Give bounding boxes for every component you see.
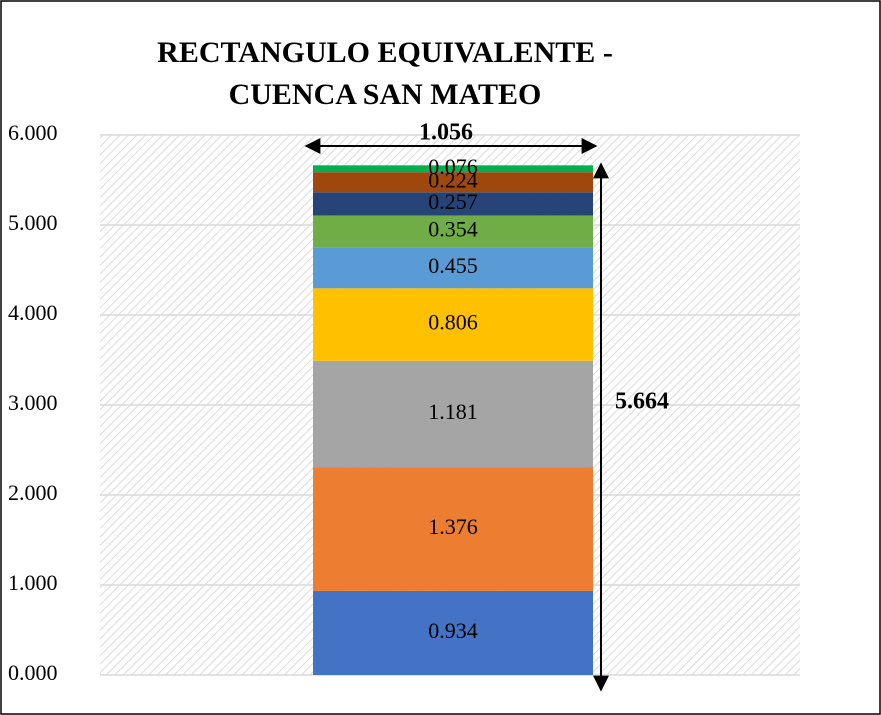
y-tick-label: 2.000 bbox=[8, 480, 58, 505]
y-tick-label: 6.000 bbox=[8, 120, 58, 145]
y-tick-label: 0.000 bbox=[8, 660, 58, 685]
data-label: 0.257 bbox=[428, 189, 478, 214]
bar-segment bbox=[313, 467, 593, 591]
y-tick-label: 1.000 bbox=[8, 570, 58, 595]
chart-title: RECTANGULO EQUIVALENTE - bbox=[157, 36, 613, 69]
data-label: 0.455 bbox=[428, 253, 478, 278]
y-tick-label: 5.000 bbox=[8, 210, 58, 235]
bar-segment bbox=[313, 172, 593, 193]
bar-segment bbox=[313, 215, 593, 248]
bar-segment bbox=[313, 165, 593, 173]
chart-title: CUENCA SAN MATEO bbox=[229, 78, 542, 111]
data-label: 0.076 bbox=[428, 154, 478, 179]
data-label: 0.354 bbox=[428, 216, 478, 241]
data-label: 0.806 bbox=[428, 310, 478, 335]
y-tick-label: 4.000 bbox=[8, 300, 58, 325]
bar-segment bbox=[313, 288, 593, 361]
bar-segment bbox=[313, 192, 593, 216]
y-tick-label: 3.000 bbox=[8, 390, 58, 415]
height-annotation: 5.664 bbox=[615, 389, 669, 415]
bar-segment bbox=[313, 360, 593, 468]
bar-segment bbox=[313, 590, 593, 675]
width-annotation: 1.056 bbox=[419, 120, 473, 146]
data-label: 0.934 bbox=[428, 618, 478, 643]
bar-segment bbox=[313, 247, 593, 289]
data-label: 1.376 bbox=[428, 514, 478, 539]
data-label: 1.181 bbox=[428, 399, 478, 424]
